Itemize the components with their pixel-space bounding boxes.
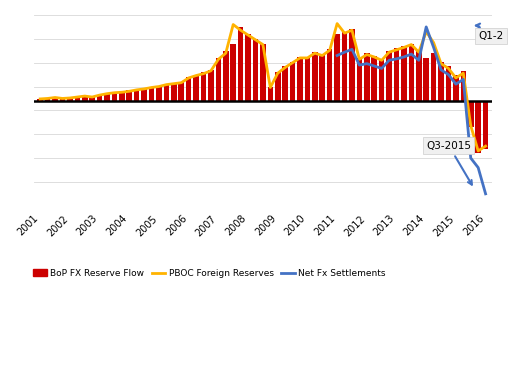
Bar [45,98,50,101]
Bar [97,94,102,101]
Bar [446,66,451,101]
Bar [238,27,243,101]
Bar [134,89,139,101]
Bar [394,48,399,101]
Bar [216,58,221,101]
Bar [60,98,65,101]
Bar [290,62,295,101]
Bar [82,96,87,101]
Bar [334,34,340,101]
Bar [141,88,147,101]
Bar [245,34,251,101]
Bar [349,29,355,101]
Bar [438,62,444,101]
Bar [453,75,459,101]
Bar [260,44,266,101]
Bar [186,77,191,101]
Bar [409,44,414,101]
Bar [312,52,318,101]
Text: Q3-2015: Q3-2015 [426,141,472,184]
Bar [208,70,214,101]
Bar [364,53,370,101]
Bar [201,72,206,101]
Bar [423,58,429,101]
Bar [297,57,303,101]
Bar [431,53,436,101]
Bar [327,50,332,101]
Bar [126,90,132,101]
Bar [37,99,43,101]
Bar [357,58,362,101]
Bar [319,54,325,101]
Bar [371,56,377,101]
Bar [164,84,169,101]
Bar [230,44,236,101]
Bar [156,86,162,101]
Bar [104,93,110,101]
Bar [67,98,73,101]
Bar [275,72,280,101]
Bar [171,83,177,101]
Bar [52,97,58,101]
Bar [178,82,184,101]
Bar [401,46,407,101]
Bar [461,71,466,101]
Bar [193,75,199,101]
Bar [305,57,310,101]
Bar [253,39,258,101]
Bar [386,51,392,101]
Bar [119,91,125,101]
Bar [112,92,117,101]
Bar [74,96,80,101]
Bar [475,101,481,153]
Bar [468,101,474,127]
Bar [223,51,229,101]
Bar [149,87,154,101]
Bar [267,87,273,101]
Bar [483,101,488,148]
Bar [89,96,95,101]
Bar [282,66,288,101]
Legend: BoP FX Reserve Flow, PBOC Foreign Reserves, Net Fx Settlements: BoP FX Reserve Flow, PBOC Foreign Reserv… [30,265,389,281]
Bar [416,51,422,101]
Text: Q1-2: Q1-2 [476,24,503,41]
Bar [379,59,384,101]
Bar [342,32,347,101]
